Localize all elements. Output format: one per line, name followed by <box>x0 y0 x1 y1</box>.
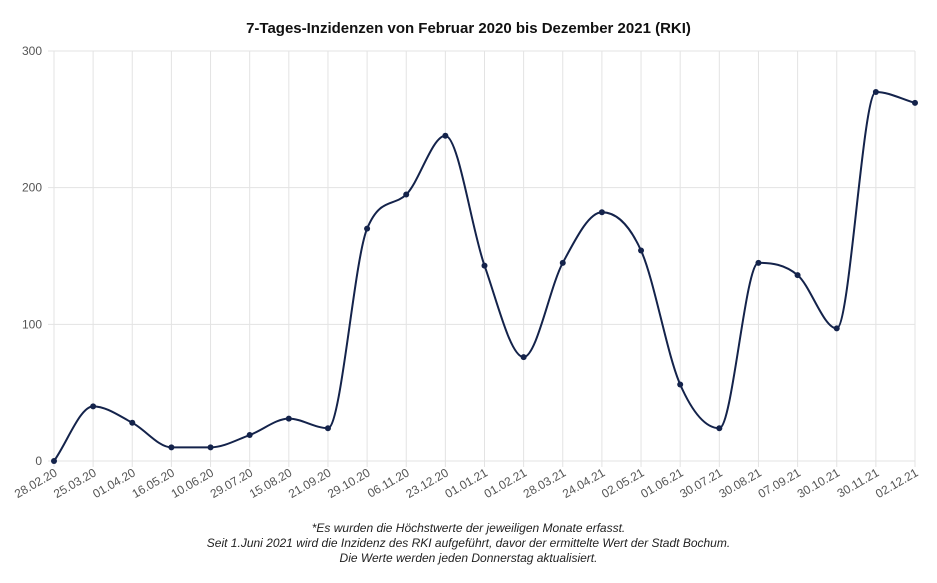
x-tick-label: 28.02.20 <box>12 465 60 501</box>
data-point-01.06.21[interactable] <box>677 381 684 388</box>
x-tick-label: 02.05.21 <box>599 465 647 501</box>
x-tick-label: 01.02.21 <box>482 465 530 501</box>
data-point-06.11.20[interactable] <box>403 191 410 198</box>
x-axis-ticks: 28.02.2025.03.2001.04.2016.05.2010.06.20… <box>12 465 921 501</box>
y-axis-ticks: 0 100 200 300 <box>22 44 42 468</box>
data-point-29.10.20[interactable] <box>364 225 371 232</box>
series-line <box>53 90 916 462</box>
x-tick-label: 29.07.20 <box>208 465 256 501</box>
data-point-30.08.21[interactable] <box>755 259 762 266</box>
data-point-01.01.21[interactable] <box>481 262 488 269</box>
x-tick-label: 24.04.21 <box>560 465 608 501</box>
footnote-line-2: Seit 1.Juni 2021 wird die Inzidenz des R… <box>206 536 731 550</box>
footnote: *Es wurden die Höchstwerte der jeweilige… <box>0 521 937 566</box>
x-tick-label: 06.11.20 <box>365 465 412 500</box>
x-tick-label: 29.10.20 <box>325 465 373 501</box>
x-tick-label: 21.09.20 <box>286 465 334 501</box>
footnote-line-1: *Es wurden die Höchstwerte der jeweilige… <box>311 521 626 535</box>
x-tick-label: 15.08.20 <box>247 465 295 501</box>
y-tick-label: 100 <box>22 317 42 331</box>
data-point-30.11.21[interactable] <box>872 89 879 95</box>
data-point-24.04.21[interactable] <box>598 209 605 216</box>
data-points <box>51 89 918 464</box>
data-point-23.12.20[interactable] <box>442 132 449 139</box>
grid-lines <box>48 50 916 467</box>
x-tick-label: 01.06.21 <box>638 465 686 501</box>
data-point-25.03.20[interactable] <box>90 403 97 410</box>
x-tick-label: 01.01.21 <box>443 465 491 501</box>
x-tick-label: 02.12.21 <box>873 465 921 501</box>
x-tick-label: 01.04.20 <box>90 465 138 501</box>
data-point-02.05.21[interactable] <box>638 247 645 254</box>
x-tick-label: 30.08.21 <box>716 465 764 501</box>
x-tick-label: 30.10.21 <box>795 465 843 501</box>
data-point-01.02.21[interactable] <box>520 354 527 361</box>
x-tick-label: 07.09.21 <box>756 465 804 501</box>
data-point-21.09.20[interactable] <box>324 425 331 432</box>
data-point-07.09.21[interactable] <box>794 272 801 279</box>
data-point-15.08.20[interactable] <box>285 415 292 422</box>
data-point-28.03.21[interactable] <box>559 259 566 266</box>
data-point-30.10.21[interactable] <box>833 325 840 332</box>
x-tick-label: 25.03.20 <box>51 465 99 501</box>
data-point-01.04.20[interactable] <box>129 419 136 426</box>
data-point-30.07.21[interactable] <box>716 425 723 432</box>
x-tick-label: 23.12.20 <box>403 465 451 501</box>
chart-title: 7-Tages-Inzidenzen von Februar 2020 bis … <box>246 20 691 37</box>
data-point-10.06.20[interactable] <box>207 444 214 451</box>
y-tick-label: 300 <box>22 44 42 58</box>
x-tick-label: 30.07.21 <box>677 465 725 501</box>
data-point-29.07.20[interactable] <box>246 432 253 439</box>
x-tick-label: 30.11.21 <box>835 465 882 500</box>
data-point-28.02.20[interactable] <box>51 458 57 464</box>
y-tick-label: 0 <box>35 454 42 468</box>
data-point-02.12.21[interactable] <box>912 99 918 106</box>
footnote-line-3: Die Werte werden jeden Donnerstag aktual… <box>339 551 598 565</box>
line-chart: 0 100 200 300 28.02.2025.03.2001.04.2016.05… <box>12 44 921 501</box>
x-tick-label: 16.05.20 <box>129 465 177 501</box>
data-point-16.05.20[interactable] <box>168 444 175 451</box>
y-tick-label: 200 <box>22 181 42 195</box>
x-tick-label: 28.03.21 <box>521 465 569 501</box>
x-tick-label: 10.06.20 <box>169 465 217 501</box>
